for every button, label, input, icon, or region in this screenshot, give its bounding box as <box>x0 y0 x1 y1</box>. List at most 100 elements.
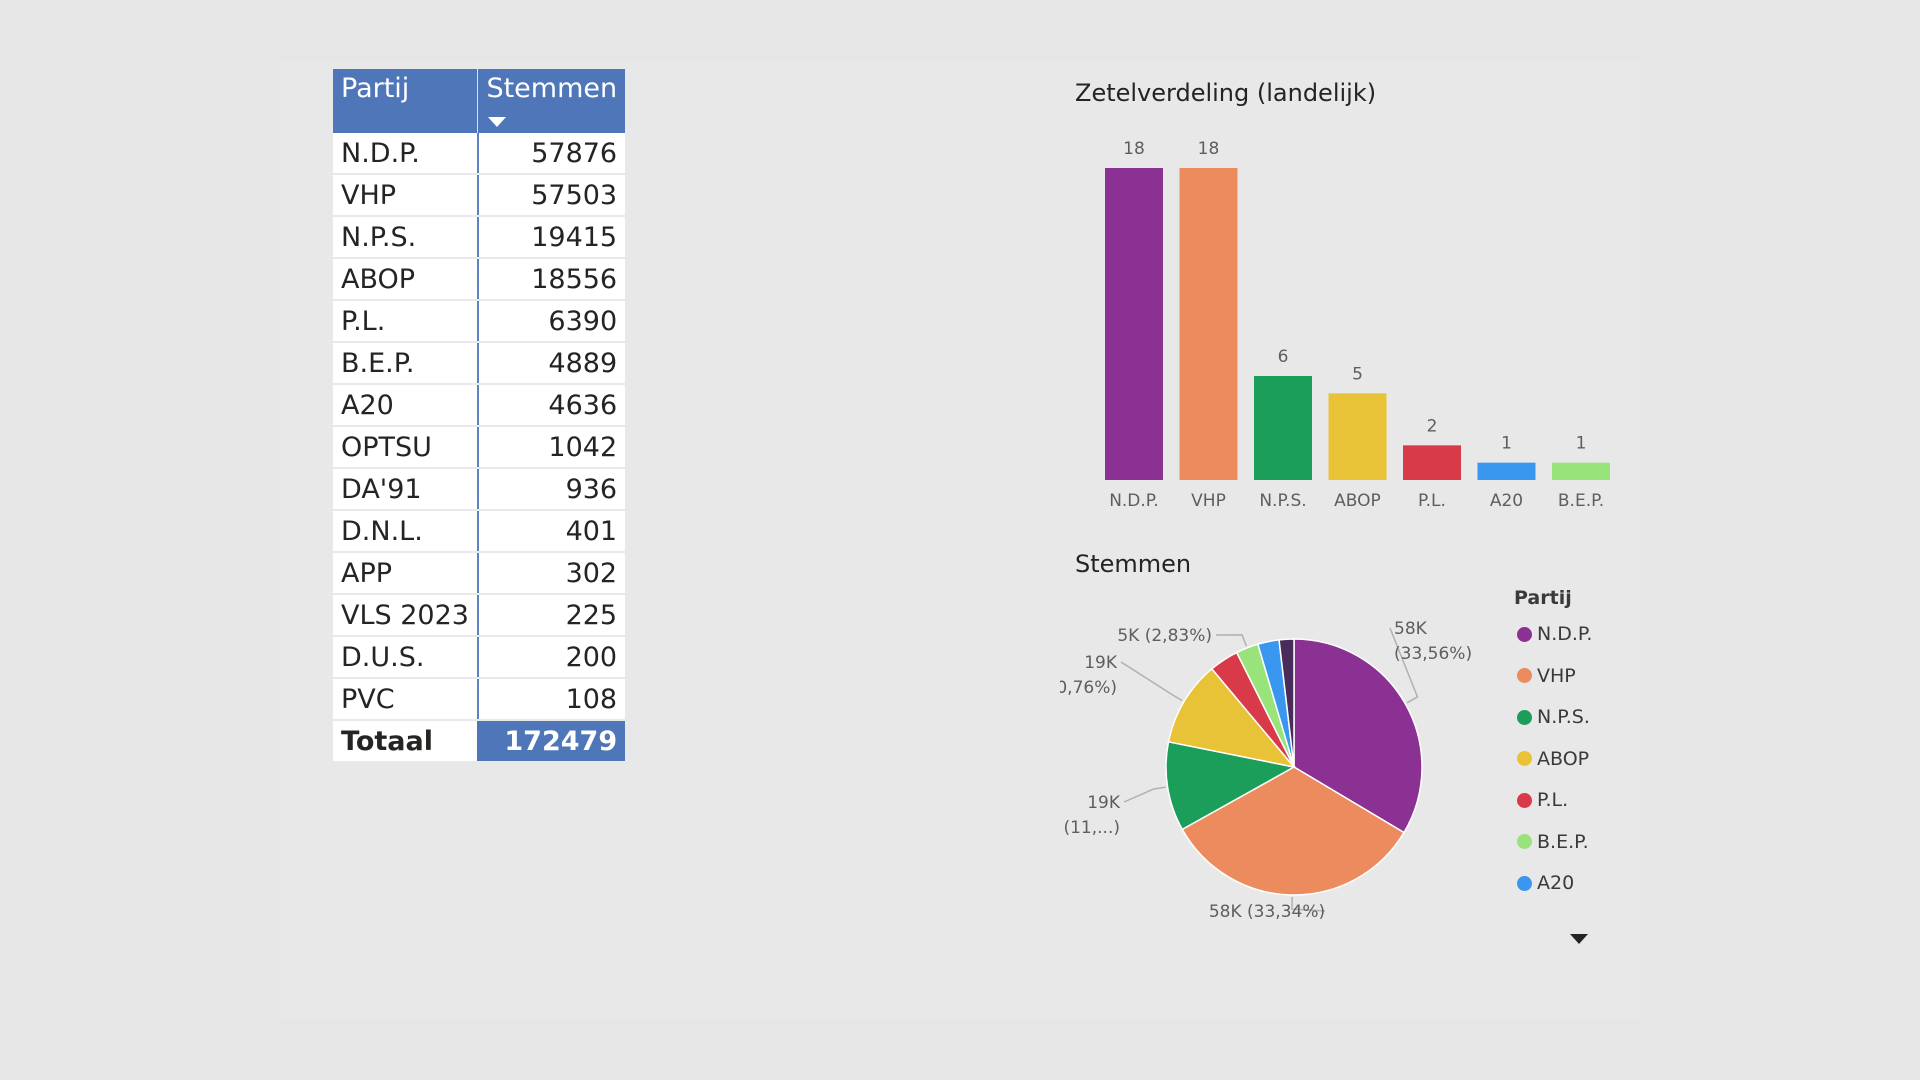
legend-dot <box>1517 709 1532 725</box>
table-row[interactable]: D.U.S. 200 <box>333 636 626 679</box>
party-cell: A20 <box>333 384 478 427</box>
pie-data-label: 58K <box>1394 619 1428 639</box>
total-label: Totaal <box>333 720 478 761</box>
x-tick-label: N.P.S. <box>1259 491 1306 511</box>
x-tick-label: B.E.P. <box>1558 491 1604 511</box>
total-value: 172479 <box>476 720 626 761</box>
legend-dot <box>1517 834 1532 849</box>
leader-line <box>1123 786 1166 803</box>
pie-slice[interactable] <box>1165 740 1297 831</box>
pie-data-label: 58K (33,34%) <box>1209 902 1325 922</box>
legend-item[interactable]: VHP <box>1517 665 1576 687</box>
votes-pie-chart[interactable]: 58K (33,56%) 58K (33,34%) 19K (11,...) 19K (10… <box>1060 600 1480 940</box>
bar[interactable] <box>1477 462 1536 480</box>
column-header-partij[interactable]: Partij <box>333 69 479 133</box>
votes-cell: 19415 <box>476 216 626 259</box>
table-row[interactable]: PVC 108 <box>333 678 626 721</box>
legend-dot <box>1517 626 1532 642</box>
bar[interactable] <box>1105 168 1163 480</box>
legend-label: N.P.S. <box>1537 706 1590 728</box>
sort-descending-icon[interactable] <box>488 117 507 127</box>
party-cell: P.L. <box>333 300 478 343</box>
bar-data-label: 6 <box>1278 347 1289 367</box>
legend-item[interactable]: N.D.P. <box>1517 623 1592 645</box>
pie-data-label: 19K <box>1087 793 1121 813</box>
legend-item[interactable]: A20 <box>1517 872 1574 894</box>
votes-cell: 108 <box>476 678 626 721</box>
x-tick-label: ABOP <box>1334 491 1381 511</box>
party-cell: PVC <box>333 678 478 721</box>
table-total-row: Totaal 172479 <box>333 720 626 761</box>
votes-cell: 57876 <box>476 133 626 175</box>
table-row[interactable]: VHP 57503 <box>333 174 626 217</box>
bar[interactable] <box>1254 376 1312 480</box>
legend-label: P.L. <box>1537 789 1569 811</box>
table-row[interactable]: OPTSU 1042 <box>333 426 626 469</box>
x-tick-label: N.D.P. <box>1109 491 1159 511</box>
legend-item[interactable]: N.P.S. <box>1517 706 1590 728</box>
legend-label: ABOP <box>1537 747 1590 770</box>
bar-data-label: 2 <box>1427 416 1438 436</box>
column-header-stemmen[interactable]: Stemmen <box>477 69 626 133</box>
table-row[interactable]: P.L. 6390 <box>333 300 626 343</box>
legend-label: B.E.P. <box>1537 830 1589 853</box>
table-row[interactable]: D.N.L. 401 <box>333 510 626 553</box>
legend-item[interactable]: P.L. <box>1517 789 1568 811</box>
pie-data-label: (11,...) <box>1063 818 1120 838</box>
bar-data-label: 1 <box>1501 434 1512 454</box>
leader-line <box>1291 896 1326 912</box>
votes-cell: 18556 <box>476 258 626 301</box>
party-cell: N.D.P. <box>333 133 478 175</box>
legend-label: A20 <box>1537 872 1575 894</box>
party-cell: D.U.S. <box>333 636 478 679</box>
party-cell: DA'91 <box>333 468 478 511</box>
bar[interactable] <box>1552 462 1610 480</box>
votes-cell: 302 <box>476 552 626 595</box>
legend-dot <box>1517 875 1532 891</box>
legend-title: Partij <box>1514 587 1572 609</box>
table-row[interactable]: DA'91 936 <box>333 468 626 511</box>
legend-item[interactable]: ABOP <box>1517 748 1589 770</box>
votes-cell: 225 <box>476 594 626 637</box>
table-row[interactable]: ABOP 18556 <box>333 258 626 301</box>
bar-data-label: 5 <box>1352 364 1363 384</box>
table-row[interactable]: N.D.P. 57876 <box>333 133 626 175</box>
leader-line <box>1215 634 1248 647</box>
leader-line <box>1389 627 1419 704</box>
party-cell: B.E.P. <box>333 342 478 385</box>
bar-data-label: 18 <box>1123 139 1145 159</box>
votes-cell: 1042 <box>476 426 626 469</box>
legend-dot <box>1517 751 1532 766</box>
table-row[interactable]: APP 302 <box>333 552 626 595</box>
table-row[interactable]: B.E.P. 4889 <box>333 342 626 385</box>
legend-item[interactable]: B.E.P. <box>1517 831 1589 853</box>
pie-data-label: 5K (2,83%) <box>1117 626 1212 646</box>
pie-slice[interactable] <box>1167 667 1296 769</box>
votes-cell: 6390 <box>476 300 626 343</box>
pie-data-label: 19K <box>1084 653 1118 673</box>
votes-cell: 4636 <box>476 384 626 427</box>
bar[interactable] <box>1403 445 1461 480</box>
party-cell: OPTSU <box>333 426 478 469</box>
party-cell: N.P.S. <box>333 216 478 259</box>
legend-scroll-down-icon[interactable] <box>1570 934 1588 944</box>
bar[interactable] <box>1179 168 1238 480</box>
seat-distribution-bar-chart[interactable]: 18 N.D.P. 18 VHP 6 N.P.S. 5 ABOP 2 P.L. 1 A20 1 B.E.P… <box>1090 125 1630 515</box>
votes-cell: 401 <box>476 510 626 553</box>
legend-dot <box>1517 792 1532 808</box>
party-cell: VHP <box>333 174 478 217</box>
party-cell: APP <box>333 552 478 595</box>
pie-slice[interactable] <box>1278 638 1295 768</box>
party-cell: D.N.L. <box>333 510 478 553</box>
pie-slice[interactable] <box>1293 638 1423 834</box>
votes-cell: 4889 <box>476 342 626 385</box>
party-cell: VLS 2023 <box>333 594 478 637</box>
table-row[interactable]: N.P.S. 19415 <box>333 216 626 259</box>
votes-table[interactable]: Partij Stemmen N.D.P. 57876 VHP 57503 N.P.S.… <box>333 69 626 761</box>
votes-cell: 936 <box>476 468 626 511</box>
votes-cell: 200 <box>476 636 626 679</box>
bar[interactable] <box>1328 393 1387 480</box>
x-tick-label: VHP <box>1191 491 1226 511</box>
table-row[interactable]: A20 4636 <box>333 384 626 427</box>
table-row[interactable]: VLS 2023 225 <box>333 594 626 637</box>
